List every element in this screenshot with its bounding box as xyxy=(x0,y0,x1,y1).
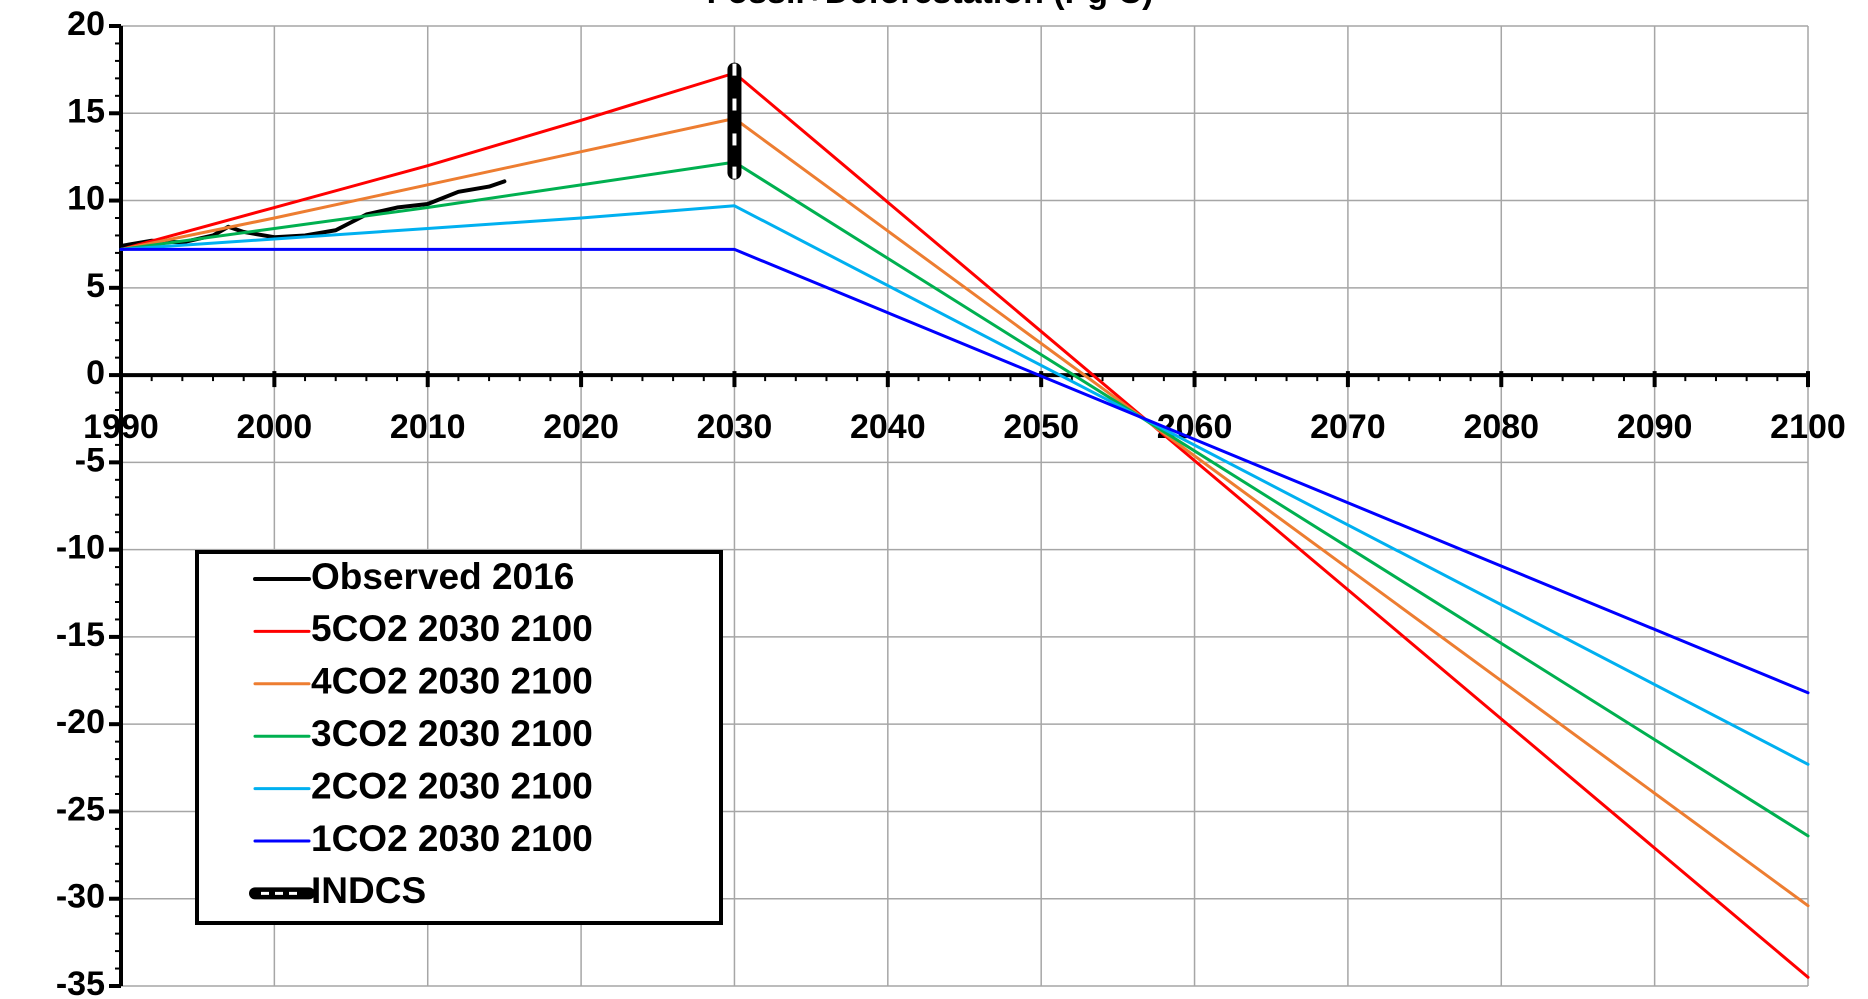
x-tick-label: 2090 xyxy=(1617,408,1693,446)
x-tick-label: 2100 xyxy=(1770,408,1846,446)
legend-label: 1CO2 2030 2100 xyxy=(311,818,593,859)
x-tick-label: 2000 xyxy=(237,408,313,446)
x-tick-label: 2030 xyxy=(697,408,773,446)
marker xyxy=(732,63,737,76)
x-tick-label: 2040 xyxy=(850,408,926,446)
y-tick-label: -30 xyxy=(56,878,105,916)
line-series xyxy=(119,160,1810,838)
legend-label: 4CO2 2030 2100 xyxy=(311,661,593,702)
y-tick-label: 20 xyxy=(67,5,105,43)
marker xyxy=(732,133,737,146)
x-tick-label: 2050 xyxy=(1003,408,1079,446)
legend-label: 2CO2 2030 2100 xyxy=(311,765,593,806)
y-tick-label: -20 xyxy=(56,703,105,741)
x-tick-label: 2020 xyxy=(543,408,619,446)
y-tick-label: -10 xyxy=(56,529,105,567)
chart-title: Fossil+Deforestation (Pg C) xyxy=(707,0,1154,11)
y-tick-label: -25 xyxy=(56,790,105,828)
y-tick-label: 0 xyxy=(86,354,105,392)
legend-label: 5CO2 2030 2100 xyxy=(311,608,593,649)
line-series xyxy=(119,71,1810,979)
legend-label: Observed 2016 xyxy=(311,556,574,597)
line-series xyxy=(119,247,1810,695)
marker xyxy=(732,98,737,111)
x-tick-label: 2070 xyxy=(1310,408,1386,446)
line-series xyxy=(119,204,1810,766)
y-tick-label: -5 xyxy=(75,441,105,479)
legend-label: INDCS xyxy=(311,870,426,911)
x-tick-label: 2010 xyxy=(390,408,466,446)
marker xyxy=(732,166,737,179)
y-tick-label: 15 xyxy=(67,92,105,130)
y-tick-label: -35 xyxy=(56,965,105,999)
x-tick-label: 2080 xyxy=(1463,408,1539,446)
y-tick-label: 10 xyxy=(67,180,105,218)
y-tick-label: -15 xyxy=(56,616,105,654)
legend-label: 3CO2 2030 2100 xyxy=(311,713,593,754)
line-series xyxy=(119,117,1810,908)
y-tick-label: 5 xyxy=(86,267,105,305)
